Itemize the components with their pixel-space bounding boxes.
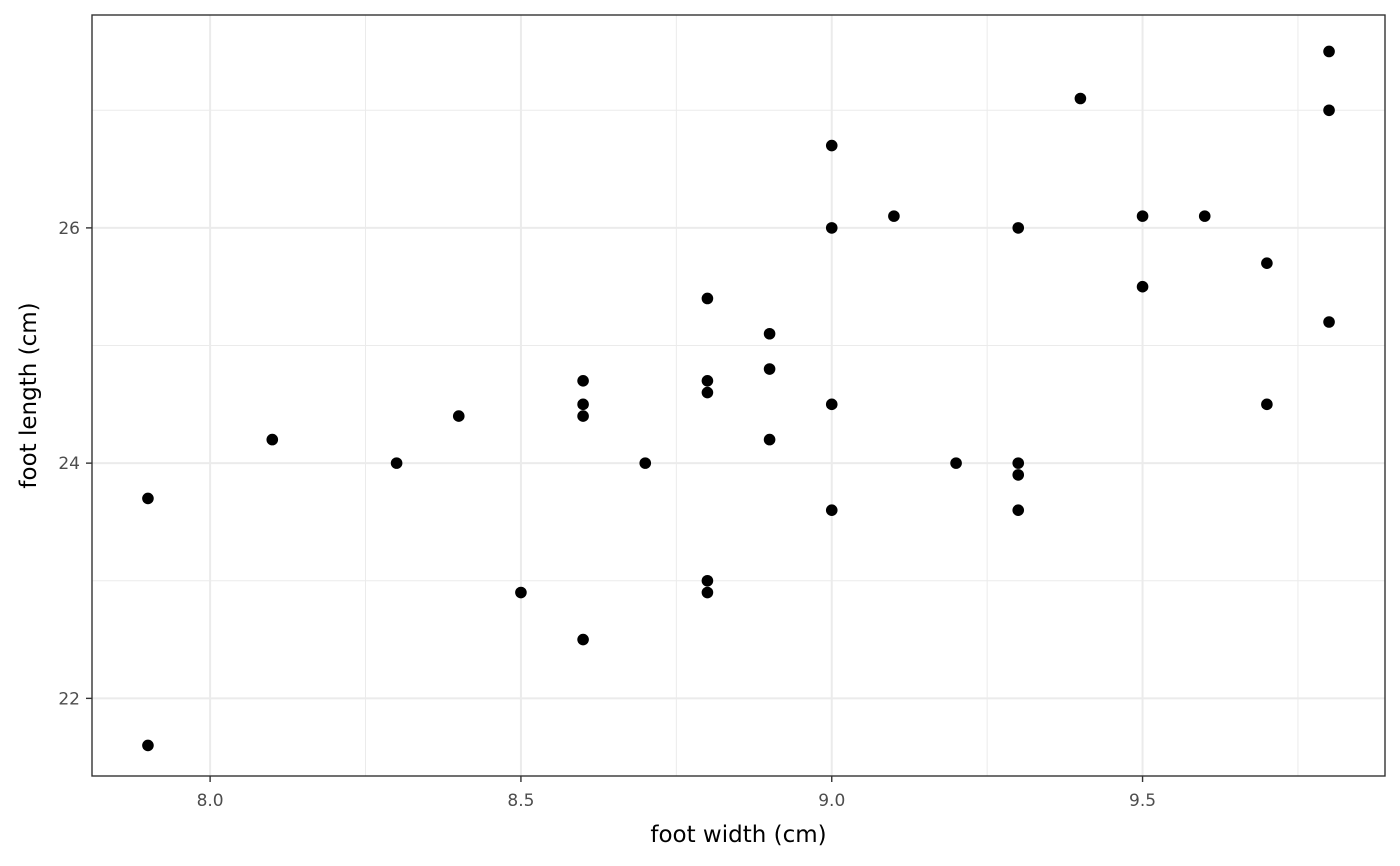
- data-point: [763, 433, 776, 446]
- data-point: [1198, 210, 1211, 222]
- data-point: [1074, 92, 1087, 105]
- data-point: [1012, 222, 1025, 234]
- y-tick-label: 22: [58, 689, 80, 709]
- data-point: [1261, 257, 1273, 269]
- x-axis-title: foot width (cm): [650, 822, 826, 848]
- data-point: [763, 327, 776, 340]
- data-point: [1323, 104, 1335, 117]
- data-point: [1261, 398, 1273, 411]
- data-point: [1136, 210, 1149, 222]
- plot-panel-border: [91, 14, 1386, 777]
- data-point: [452, 410, 465, 422]
- data-point: [701, 586, 714, 599]
- data-point: [825, 398, 838, 411]
- data-point: [825, 504, 838, 516]
- y-tick-label: 26: [58, 219, 80, 239]
- data-point: [266, 433, 279, 446]
- data-point: [577, 398, 589, 411]
- data-point: [390, 457, 403, 469]
- data-point: [1012, 457, 1025, 469]
- y-axis-title: foot length (cm): [16, 302, 42, 488]
- grid-lines: [92, 15, 1385, 776]
- y-tick-label: 24: [58, 454, 80, 474]
- data-point: [1012, 504, 1025, 516]
- x-tick-label: 9.0: [818, 791, 845, 811]
- data-point: [825, 139, 838, 152]
- data-point: [1323, 45, 1335, 58]
- data-point: [1136, 280, 1149, 293]
- x-tick-label: 9.5: [1129, 791, 1156, 811]
- data-point: [950, 457, 962, 469]
- data-point: [701, 386, 714, 399]
- data-point: [825, 222, 838, 234]
- data-point: [515, 586, 527, 599]
- data-point: [639, 457, 652, 469]
- axis-ticks: 8.0 8.5 9.0 9.5 22 24 26: [58, 219, 1156, 811]
- data-point: [701, 574, 714, 587]
- data-point: [888, 210, 900, 222]
- data-point: [1323, 316, 1335, 328]
- plot-background: [92, 15, 1385, 776]
- data-point: [763, 363, 776, 375]
- data-points: [142, 45, 1335, 752]
- data-point: [577, 374, 589, 387]
- data-point: [701, 292, 714, 305]
- data-point: [142, 492, 154, 505]
- data-point: [577, 410, 589, 422]
- x-tick-label: 8.0: [197, 791, 224, 811]
- x-tick-label: 8.5: [507, 791, 534, 811]
- data-point: [1012, 469, 1025, 481]
- data-point: [142, 739, 154, 752]
- data-point: [577, 633, 589, 646]
- data-point: [701, 374, 714, 387]
